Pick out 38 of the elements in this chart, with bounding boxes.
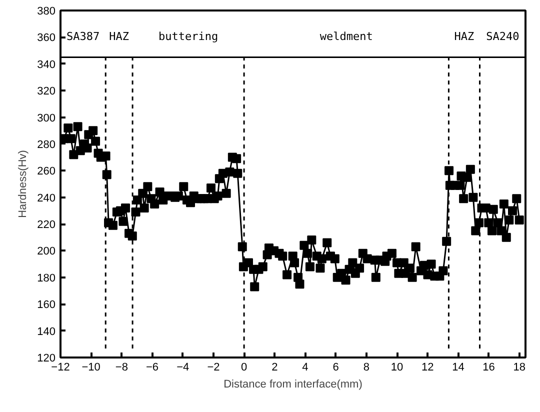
y-tick-label: 260 xyxy=(37,166,56,178)
x-tick-label: 16 xyxy=(482,362,495,374)
x-tick-label: 8 xyxy=(363,362,370,374)
x-tick-label: −2 xyxy=(207,362,220,374)
annotation: SA387 xyxy=(66,30,100,44)
x-tick-label: −8 xyxy=(115,362,128,374)
y-tick-label: 120 xyxy=(37,352,56,364)
x-tick-label: −12 xyxy=(51,362,70,374)
y-tick-label: 380 xyxy=(37,6,56,18)
y-tick-label: 240 xyxy=(37,192,56,204)
y-tick-label: 220 xyxy=(37,219,56,232)
x-tick-label: 4 xyxy=(302,362,308,374)
x-tick-label: 0 xyxy=(240,362,248,374)
y-tick-label: 200 xyxy=(37,246,56,258)
annotation: HAZ xyxy=(109,30,130,44)
y-tick-label: 140 xyxy=(37,326,56,338)
x-tick-label: 6 xyxy=(332,362,339,374)
x-tick-label: −10 xyxy=(82,362,100,374)
y-tick-label: 320 xyxy=(37,86,56,98)
annotation: weldment xyxy=(320,30,373,44)
x-tick-label: 12 xyxy=(421,362,434,374)
x-tick-label: 14 xyxy=(452,362,464,374)
y-tick-label: 180 xyxy=(37,272,56,284)
y-tick-label: 160 xyxy=(37,299,56,312)
x-tick-label: −4 xyxy=(176,362,190,374)
y-tick-label: 360 xyxy=(37,32,56,44)
x-tick-label: 18 xyxy=(513,362,526,374)
y-tick-label: 340 xyxy=(37,58,56,71)
x-axis-title: Distance from interface(mm) xyxy=(224,378,362,390)
y-tick-label: 280 xyxy=(37,138,56,151)
y-axis-title: Hardness(Hv) xyxy=(17,150,30,218)
x-tick-label: −6 xyxy=(146,362,159,374)
x-tick-label: 10 xyxy=(390,362,404,374)
annotation: HAZ xyxy=(454,30,475,44)
annotation: SA240 xyxy=(486,30,520,44)
annotation: buttering xyxy=(158,30,218,44)
x-tick-label: 2 xyxy=(272,362,278,374)
y-tick-label: 300 xyxy=(37,112,56,124)
